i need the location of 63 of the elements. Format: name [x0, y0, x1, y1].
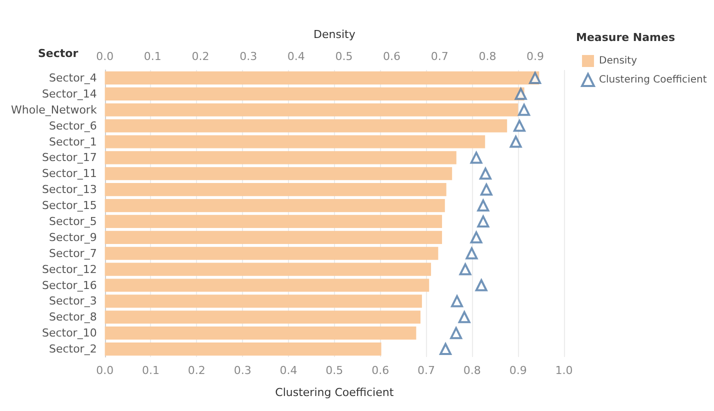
point: [477, 200, 490, 212]
point: [514, 88, 527, 100]
point: [451, 295, 464, 308]
x2-tick-label: 0.0: [96, 50, 114, 63]
y-tick-label: Sector_10: [42, 326, 97, 340]
point: [513, 120, 526, 132]
y-axis-title: Sector: [38, 47, 79, 60]
point: [458, 311, 470, 324]
y-tick-label: Sector_9: [48, 230, 97, 244]
point: [459, 263, 472, 276]
x-tick-label: 0.1: [142, 364, 160, 377]
y-tick-label: Sector_14: [42, 87, 97, 100]
point: [477, 215, 490, 228]
point: [480, 184, 492, 196]
point: [475, 279, 488, 292]
x-tick-label: 0.4: [280, 364, 298, 377]
y-tick-label: Whole_Network: [10, 103, 98, 116]
x2-tick-label: 0.8: [478, 50, 496, 63]
x-tick-label: 0.3: [234, 364, 252, 377]
x2-tick-label: 0.2: [192, 50, 210, 63]
y-tick-label: Sector_17: [42, 151, 97, 164]
x2-tick-label: 0.9: [526, 50, 544, 63]
y-tick-label: Sector_1: [48, 135, 97, 148]
x-tick-label: 1.0: [555, 364, 573, 377]
legend-title: Measure Names: [576, 31, 676, 44]
y-tick-label: Sector_3: [48, 294, 97, 308]
point: [450, 327, 462, 340]
point: [510, 136, 522, 148]
legend-label: Clustering Coefficient: [599, 74, 707, 86]
x2-tick-label: 0.4: [287, 50, 305, 63]
y-tick-label: Sector_4: [48, 71, 97, 84]
x2-tick-label: 0.6: [383, 50, 401, 63]
point: [529, 72, 542, 84]
x2-tick-label: 0.7: [430, 50, 448, 63]
point: [466, 247, 478, 260]
y-tick-label: Sector_2: [48, 342, 97, 356]
point: [479, 168, 492, 180]
y-tick-label: Sector_8: [48, 310, 97, 324]
x2-axis-title: Density: [314, 28, 356, 41]
y-tick-label: Sector_16: [42, 278, 97, 292]
x-tick-label: 0.8: [463, 364, 481, 377]
x-axis-title: Clustering Coefficient: [275, 386, 394, 399]
x2-tick-label: 0.1: [144, 50, 162, 63]
point: [470, 152, 482, 164]
x-tick-label: 0.7: [418, 364, 435, 377]
y-tick-label: Sector_15: [42, 199, 97, 212]
point: [518, 104, 530, 116]
y-tick-label: Sector_6: [48, 119, 97, 132]
y-tick-label: Sector_11: [42, 167, 97, 180]
x2-tick-label: 0.5: [335, 50, 353, 63]
x2-tick-label: 0.3: [240, 50, 258, 63]
point: [470, 231, 482, 244]
legend-label: Density: [599, 56, 638, 66]
x-tick-label: 0.2: [188, 364, 206, 377]
x-tick-label: 0.0: [96, 364, 114, 377]
y-tick-label: Sector_5: [48, 214, 97, 228]
y-tick-label: Sector_12: [42, 262, 97, 276]
y-tick-label: Sector_13: [42, 183, 97, 196]
y-tick-label: Sector_7: [48, 246, 97, 260]
x-tick-label: 0.6: [372, 364, 390, 377]
x-tick-label: 0.9: [509, 364, 527, 377]
x-tick-label: 0.5: [326, 364, 344, 377]
point: [440, 343, 452, 356]
